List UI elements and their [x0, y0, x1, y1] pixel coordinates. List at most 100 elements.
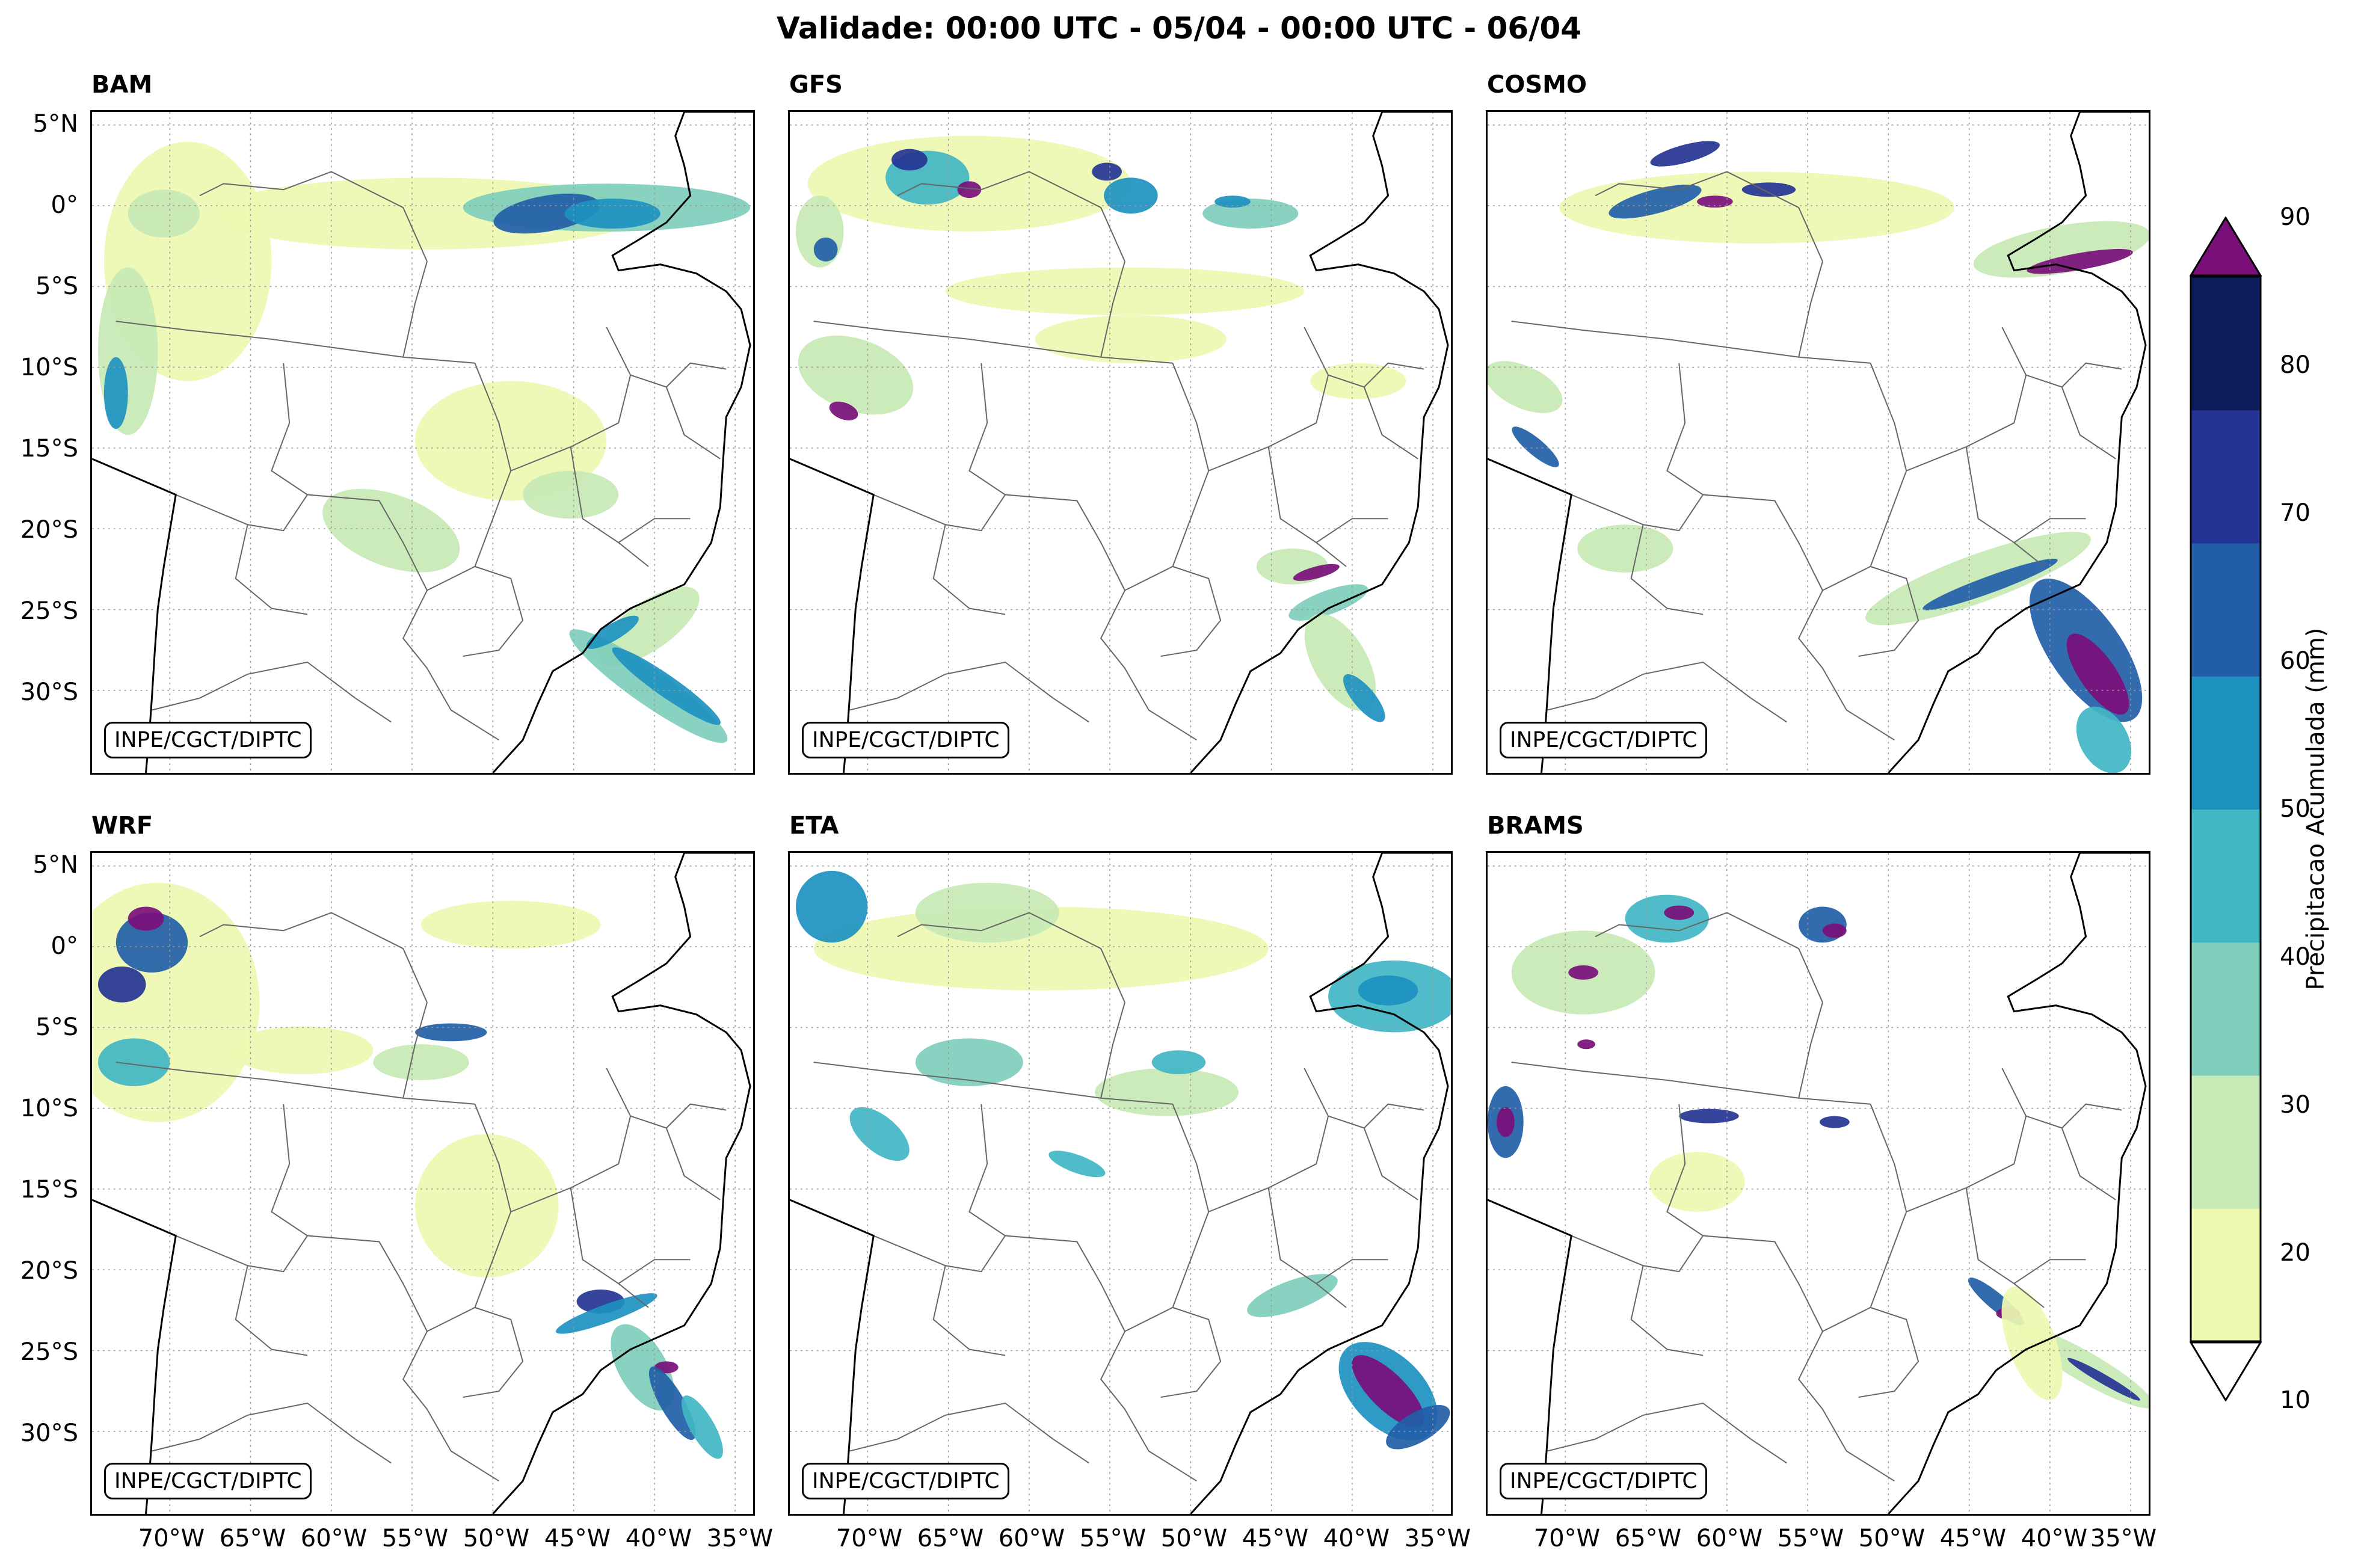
lat-label: 10°S — [20, 1095, 78, 1122]
lat-label: 5°N — [32, 110, 78, 138]
state-border — [1571, 1235, 1704, 1273]
lat-label: 5°S — [35, 1013, 78, 1041]
state-border — [1630, 524, 1704, 615]
state-border — [235, 1265, 308, 1356]
panel-title-bam: BAM — [91, 71, 153, 99]
map-panel-gfs: INPE/CGCT/DIPTC — [788, 110, 1453, 775]
precip-area — [915, 1038, 1023, 1086]
precip-area — [2066, 633, 2129, 715]
state-border — [1906, 1068, 2027, 1213]
state-border — [1100, 1002, 1125, 1098]
state-border — [932, 1265, 1006, 1356]
map-panel-eta: INPE/CGCT/DIPTC — [788, 851, 1453, 1516]
colorbar-tick: 30 — [2280, 1091, 2310, 1119]
lon-label: 35°W — [2090, 1525, 2157, 1552]
lon-label: 50°W — [1160, 1525, 1228, 1552]
precip-area — [1488, 361, 1563, 413]
map-bam-svg — [92, 112, 753, 773]
panel-title-wrf: WRF — [91, 812, 153, 840]
precip-area — [1247, 1274, 1338, 1317]
precip-area — [415, 1134, 559, 1278]
colorbar-segment — [2191, 1075, 2261, 1209]
state-border — [1124, 565, 1222, 657]
precip-area — [1293, 564, 1340, 581]
lat-label: 15°S — [20, 435, 78, 463]
state-border — [1208, 1068, 1329, 1213]
precip-area — [1288, 584, 1368, 621]
state-border — [873, 494, 1006, 532]
lat-label: 20°S — [20, 516, 78, 544]
precip-area — [1358, 975, 1418, 1006]
colorbar-tick: 10 — [2280, 1386, 2310, 1414]
credit-label: INPE/CGCT/DIPTC — [802, 722, 1010, 758]
lat-label: 30°S — [20, 1419, 78, 1447]
state-border — [1172, 1104, 1210, 1308]
precip-area — [1625, 894, 1709, 943]
lat-label: 5°N — [32, 851, 78, 879]
state-border — [570, 1187, 649, 1308]
state-border — [630, 362, 727, 388]
colorbar-tick: 50 — [2280, 795, 2310, 823]
state-border — [1822, 565, 1919, 657]
state-border — [510, 327, 632, 472]
state-border — [1363, 1128, 1418, 1201]
precip-area — [829, 401, 858, 420]
state-border — [630, 1103, 727, 1129]
precip-area — [1577, 524, 1673, 573]
state-border — [1124, 1409, 1197, 1482]
precip-area — [597, 586, 700, 666]
state-border — [1906, 327, 2027, 472]
state-border — [1316, 518, 1388, 543]
precip-area — [1922, 558, 2058, 610]
colorbar-label: Precipitacao Acumulada (mm) — [2302, 627, 2330, 991]
lat-label: 15°S — [20, 1176, 78, 1204]
state-border — [813, 1062, 1173, 1105]
precip-area — [1819, 1116, 1850, 1128]
precip-area — [1343, 674, 1385, 722]
state-border — [2025, 1103, 2122, 1129]
state-border — [897, 912, 1125, 1003]
state-border — [402, 261, 428, 357]
map-brams-svg — [1488, 853, 2149, 1514]
state-border — [175, 494, 308, 532]
colorbar-tick: 90 — [2280, 203, 2310, 231]
precip-area — [415, 381, 607, 501]
state-border — [1965, 446, 2045, 567]
state-border — [1822, 1306, 1919, 1398]
precip-area — [2027, 248, 2133, 274]
lon-label: 50°W — [1858, 1525, 1925, 1552]
precip-area — [1048, 1151, 1106, 1178]
state-border — [1595, 912, 1823, 1003]
credit-label: INPE/CGCT/DIPTC — [1500, 722, 1708, 758]
colorbar-frame — [2190, 275, 2262, 1342]
lon-label: 45°W — [1242, 1525, 1309, 1552]
precip-area — [92, 882, 260, 1122]
precip-area — [612, 647, 721, 725]
colorbar-tick: 80 — [2280, 351, 2310, 379]
state-border — [849, 1402, 1089, 1464]
lon-label: 65°W — [1615, 1525, 1682, 1552]
state-border — [1666, 1104, 1824, 1410]
precip-area — [1822, 923, 1847, 938]
precip-area — [1496, 1107, 1515, 1137]
state-border — [1316, 1259, 1388, 1284]
credit-label: INPE/CGCT/DIPTC — [104, 1463, 312, 1499]
precip-area — [798, 336, 914, 415]
lat-label: 25°S — [20, 597, 78, 625]
state-border — [271, 1104, 428, 1410]
precip-area — [1386, 1404, 1450, 1450]
map-gfs-svg — [790, 112, 1451, 773]
state-border — [199, 912, 428, 1003]
precip-area — [1697, 195, 1733, 208]
precip-area — [1095, 1068, 1239, 1116]
lat-label: 30°S — [20, 678, 78, 706]
state-border — [426, 1409, 499, 1482]
state-border — [1511, 1062, 1871, 1105]
coastline — [1190, 112, 1451, 773]
state-border — [2013, 1259, 2086, 1284]
lon-label: 70°W — [1533, 1525, 1601, 1552]
lon-label: 70°W — [138, 1525, 205, 1552]
state-border — [932, 524, 1006, 615]
colorbar-segment — [2191, 543, 2261, 677]
precip-area — [97, 1038, 170, 1086]
